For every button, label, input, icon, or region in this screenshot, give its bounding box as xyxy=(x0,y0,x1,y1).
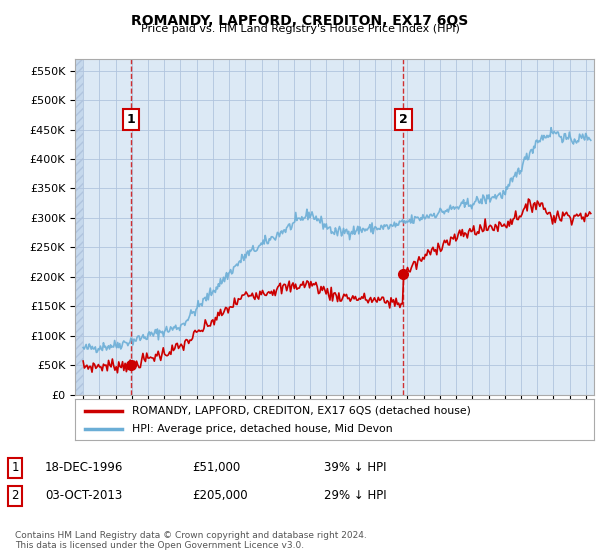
Text: ROMANDY, LAPFORD, CREDITON, EX17 6QS: ROMANDY, LAPFORD, CREDITON, EX17 6QS xyxy=(131,14,469,28)
Bar xyxy=(75,59,83,395)
Text: 18-DEC-1996: 18-DEC-1996 xyxy=(45,461,124,474)
Text: 39% ↓ HPI: 39% ↓ HPI xyxy=(324,461,386,474)
Text: Price paid vs. HM Land Registry's House Price Index (HPI): Price paid vs. HM Land Registry's House … xyxy=(140,24,460,34)
Text: ROMANDY, LAPFORD, CREDITON, EX17 6QS (detached house): ROMANDY, LAPFORD, CREDITON, EX17 6QS (de… xyxy=(132,405,471,416)
Text: £51,000: £51,000 xyxy=(192,461,240,474)
Text: 2: 2 xyxy=(11,489,19,502)
Text: 1: 1 xyxy=(127,113,136,126)
Text: Contains HM Land Registry data © Crown copyright and database right 2024.
This d: Contains HM Land Registry data © Crown c… xyxy=(15,531,367,550)
Text: 03-OCT-2013: 03-OCT-2013 xyxy=(45,489,122,502)
Text: 2: 2 xyxy=(399,113,408,126)
Text: HPI: Average price, detached house, Mid Devon: HPI: Average price, detached house, Mid … xyxy=(132,424,393,434)
Text: 1: 1 xyxy=(11,461,19,474)
Text: £205,000: £205,000 xyxy=(192,489,248,502)
Text: 29% ↓ HPI: 29% ↓ HPI xyxy=(324,489,386,502)
